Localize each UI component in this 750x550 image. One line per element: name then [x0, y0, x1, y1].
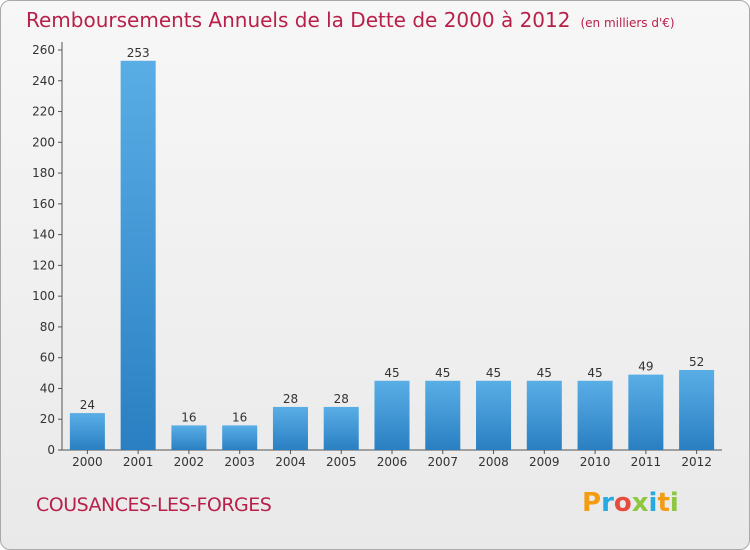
bar [222, 425, 258, 450]
proxiti-logo: Proxiti [582, 488, 679, 518]
bar [323, 406, 359, 450]
y-tick-label: 240 [32, 74, 55, 88]
data-label: 253 [127, 46, 150, 60]
bar [374, 380, 410, 450]
bar [628, 374, 664, 450]
y-tick-label: 120 [32, 258, 55, 272]
logo-letter: o [613, 488, 632, 518]
logo-letter: i [648, 488, 658, 518]
data-label: 45 [537, 366, 552, 380]
y-tick-label: 260 [32, 43, 55, 57]
logo-letter: t [657, 488, 670, 518]
y-tick-label: 200 [32, 135, 55, 149]
y-tick-label: 0 [47, 443, 55, 457]
y-tick-label: 220 [32, 105, 55, 119]
bar [476, 380, 512, 450]
bar [425, 380, 461, 450]
bar [526, 380, 562, 450]
x-tick-label: 2011 [631, 455, 662, 469]
x-tick-label: 2010 [580, 455, 611, 469]
data-label: 16 [181, 410, 196, 424]
y-tick-label: 100 [32, 289, 55, 303]
data-label: 45 [587, 366, 602, 380]
bar [120, 60, 156, 451]
y-tick-label: 20 [40, 412, 55, 426]
data-label: 45 [486, 366, 501, 380]
y-tick-label: 80 [40, 320, 55, 334]
y-tick-label: 60 [40, 351, 55, 365]
title-text: Remboursements Annuels de la Dette de 20… [26, 8, 571, 32]
x-tick-label: 2004 [275, 455, 306, 469]
bar [69, 413, 105, 450]
bar [577, 380, 613, 450]
x-tick-label: 2002 [174, 455, 205, 469]
data-label: 45 [435, 366, 450, 380]
y-tick-label: 40 [40, 381, 55, 395]
y-tick-label: 160 [32, 197, 55, 211]
data-label: 24 [80, 398, 95, 412]
x-tick-label: 2009 [529, 455, 560, 469]
x-tick-label: 2007 [427, 455, 458, 469]
x-tick-label: 2012 [681, 455, 712, 469]
unit-label: (en milliers d'€) [580, 16, 675, 30]
bar [679, 370, 715, 450]
data-label: 49 [638, 360, 653, 374]
bars: 24 253 16 16 28 28 45 45 45 45 45 49 52 [69, 46, 715, 451]
data-label: 16 [232, 410, 247, 424]
data-label: 28 [283, 392, 298, 406]
chart-title: Remboursements Annuels de la Dette de 20… [26, 8, 675, 32]
x-tick-label: 2000 [72, 455, 103, 469]
logo-letter: x [631, 488, 649, 518]
y-tick-label: 180 [32, 166, 55, 180]
x-tick-label: 2003 [224, 455, 255, 469]
logo-letter: r [601, 488, 614, 518]
logo-letter: i [669, 488, 679, 518]
bar [272, 406, 308, 450]
place-name: COUSANCES-LES-FORGES [36, 494, 272, 516]
bar [171, 425, 207, 450]
x-tick-label: 2008 [478, 455, 509, 469]
data-label: 28 [334, 392, 349, 406]
x-tick-label: 2005 [326, 455, 357, 469]
data-label: 45 [384, 366, 399, 380]
y-tick-label: 140 [32, 228, 55, 242]
x-tick-label: 2001 [123, 455, 154, 469]
logo-letter: P [582, 488, 602, 518]
x-tick-label: 2006 [377, 455, 408, 469]
data-label: 52 [689, 355, 704, 369]
